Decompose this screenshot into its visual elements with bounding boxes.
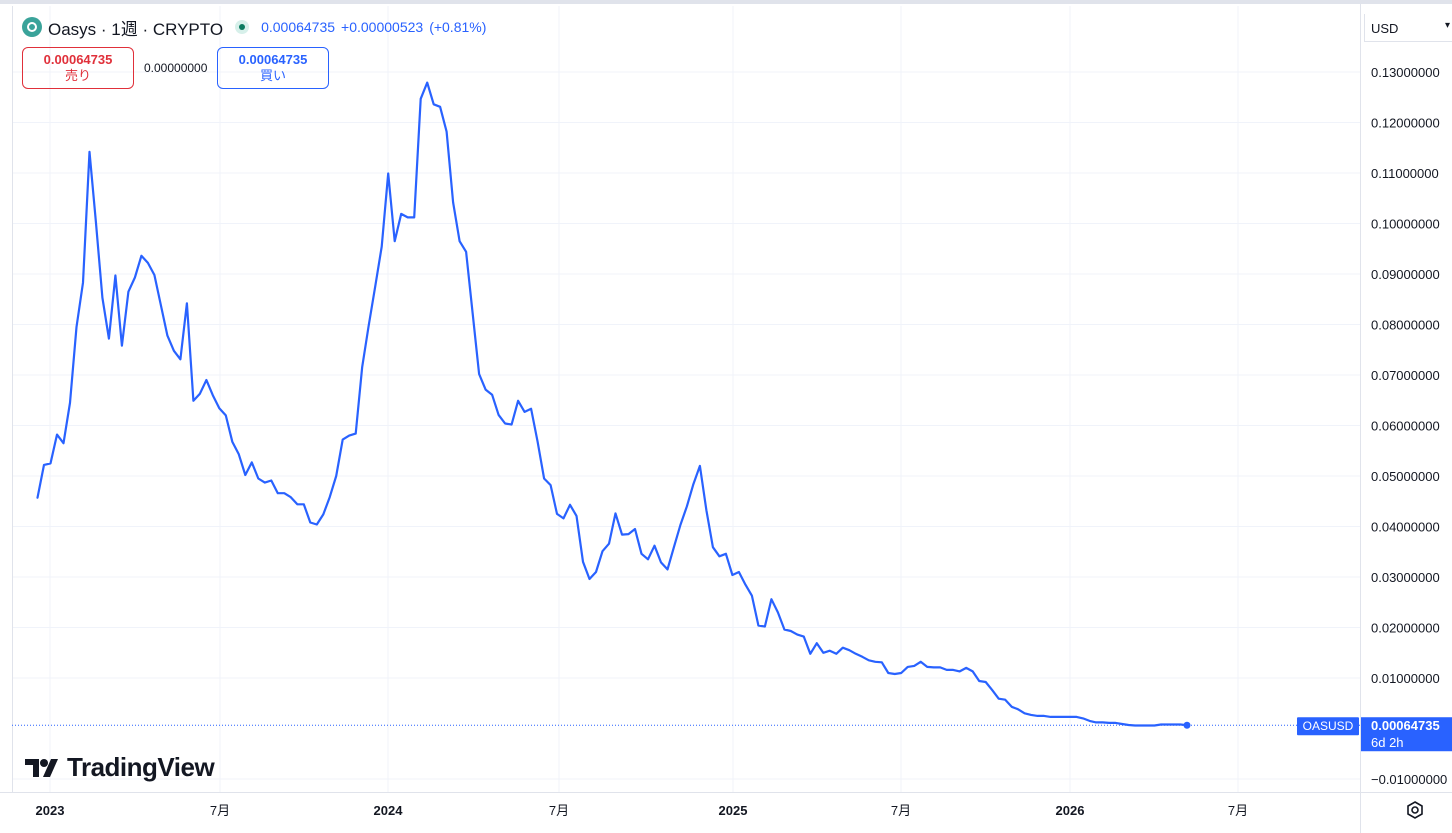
top-border xyxy=(0,0,1452,4)
x-tick-label: 7月 xyxy=(891,803,911,818)
x-tick-label: 2023 xyxy=(36,803,65,818)
symbol-title[interactable]: Oasys · 1週 · CRYPTO xyxy=(48,19,224,39)
buy-button[interactable]: 0.00064735 買い xyxy=(217,47,329,89)
y-tick-label: 0.06000000 xyxy=(1371,419,1440,434)
y-tick-label: 0.04000000 xyxy=(1371,520,1440,535)
x-axis: 2023 7月 2024 7月 2025 7月 2026 7月 xyxy=(36,803,1249,818)
y-tick-label: 0.09000000 xyxy=(1371,267,1440,282)
y-tick-label: −0.01000000 xyxy=(1371,772,1447,787)
last-value: 0.00064735 xyxy=(261,19,336,35)
y-tick-label: 0.13000000 xyxy=(1371,65,1440,80)
sell-label: 売り xyxy=(64,68,91,83)
spread-value: 0.00000000 xyxy=(144,61,208,75)
last-point-marker xyxy=(1183,721,1191,729)
buy-price: 0.00064735 xyxy=(238,52,308,67)
symbol-tag-label: OASUSD xyxy=(1303,719,1354,733)
bar-countdown: 6d 2h xyxy=(1371,735,1404,750)
sell-button[interactable]: 0.00064735 売り xyxy=(22,47,134,89)
y-tick-label: 0.07000000 xyxy=(1371,368,1440,383)
chart-grid xyxy=(12,6,1360,792)
x-tick-label: 7月 xyxy=(1228,803,1248,818)
y-tick-label: 0.08000000 xyxy=(1371,318,1440,333)
change-percent: (+0.81%) xyxy=(429,19,487,35)
symbol-legend[interactable]: Oasys · 1週 · CRYPTO 0.00064735 +0.000005… xyxy=(22,16,492,39)
y-tick-label: 0.02000000 xyxy=(1371,621,1440,636)
change-value: +0.00000523 xyxy=(341,19,424,35)
gear-icon[interactable] xyxy=(1405,800,1425,820)
oasys-coin-icon xyxy=(22,17,42,37)
x-tick-label: 2024 xyxy=(374,803,404,818)
price-tag-bg xyxy=(1361,717,1452,752)
buy-label: 買い xyxy=(259,68,286,83)
price-tag-value: 0.00064735 xyxy=(1371,718,1440,733)
y-tick-label: 0.11000000 xyxy=(1371,166,1439,181)
y-tick-label: 0.03000000 xyxy=(1371,570,1440,585)
y-axis: 0.13000000 0.12000000 0.11000000 0.10000000… xyxy=(1371,65,1447,787)
y-tick-label: 0.12000000 xyxy=(1371,116,1440,131)
x-tick-label: 2025 xyxy=(719,803,748,818)
y-tick-label: 0.05000000 xyxy=(1371,469,1440,484)
tradingview-logo-icon xyxy=(25,758,58,777)
brand-name: TradingView xyxy=(67,752,215,782)
x-tick-label: 7月 xyxy=(210,803,230,818)
x-tick-label: 7月 xyxy=(549,803,569,818)
currency-label: USD xyxy=(1371,21,1399,36)
chevron-down-icon: ▾ xyxy=(1444,20,1450,31)
symbol-tag-bg xyxy=(1297,717,1359,736)
x-tick-label: 2026 xyxy=(1056,803,1085,818)
market-status-icon[interactable] xyxy=(235,20,250,34)
chart-series xyxy=(12,81,1360,729)
y-tick-label: 0.10000000 xyxy=(1371,217,1440,232)
y-tick-label: 0.01000000 xyxy=(1371,671,1440,686)
last-price-tag: OASUSD 0.00064735 6d 2h xyxy=(1297,717,1452,752)
series-line xyxy=(36,81,1189,727)
sell-price: 0.00064735 xyxy=(43,52,113,67)
tradingview-logo[interactable]: TradingView xyxy=(25,752,215,783)
currency-select[interactable]: USD ▾ xyxy=(1364,14,1452,42)
